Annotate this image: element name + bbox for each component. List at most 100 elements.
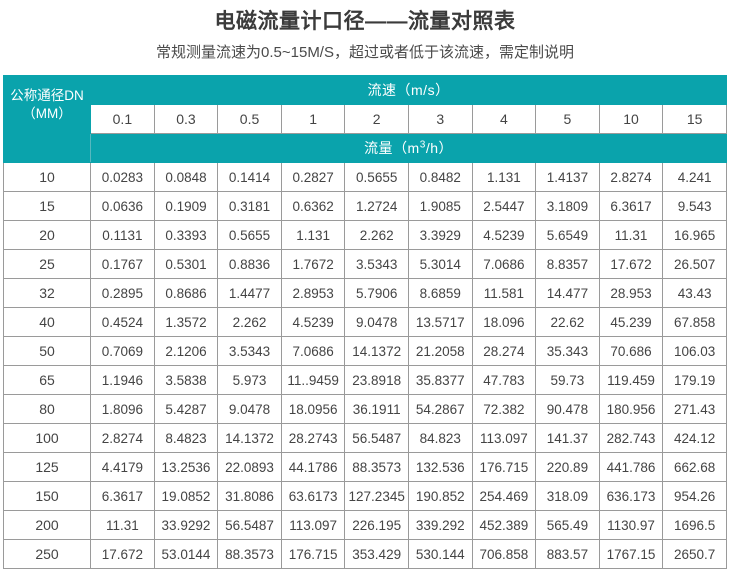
cell-flow: 0.3181 bbox=[217, 191, 282, 221]
header-velocity-label: 流速 bbox=[367, 82, 397, 98]
cell-flow: 0.5655 bbox=[344, 162, 409, 192]
table-row: 250 17.672 53.0144 88.3573 176.715 353.429 530… bbox=[2, 539, 727, 569]
cell-flow: 1767.15 bbox=[598, 539, 664, 569]
header-velocity-5: 3 bbox=[407, 104, 473, 134]
cell-flow: 56.5487 bbox=[344, 423, 409, 453]
cell-flow: 0.8482 bbox=[407, 162, 473, 192]
header-velocity-9: 15 bbox=[662, 104, 727, 134]
cell-flow: 954.26 bbox=[662, 481, 727, 511]
cell-flow: 113.097 bbox=[471, 423, 537, 453]
header-velocity-4: 2 bbox=[344, 104, 409, 134]
header-dn-line1: 公称通径DN bbox=[10, 87, 84, 103]
cell-flow: 1.7672 bbox=[280, 249, 346, 279]
cell-flow: 88.3573 bbox=[344, 452, 409, 482]
cell-flow: 176.715 bbox=[471, 452, 537, 482]
cell-flow: 7.0686 bbox=[471, 249, 537, 279]
header-velocity-2: 0.5 bbox=[217, 104, 282, 134]
cell-flow: 28.2743 bbox=[280, 423, 346, 453]
cell-flow: 2.262 bbox=[217, 307, 282, 337]
cell-flow: 90.478 bbox=[535, 394, 600, 424]
cell-flow: 662.68 bbox=[662, 452, 727, 482]
header-flow-unit-prefix: （m bbox=[393, 140, 420, 156]
cell-flow: 0.8836 bbox=[217, 249, 282, 279]
header-cell-spacer bbox=[2, 133, 92, 163]
cell-flow: 0.5301 bbox=[153, 249, 219, 279]
cell-flow: 17.672 bbox=[598, 249, 664, 279]
title-block: 电磁流量计口径——流量对照表 常规测量流速为0.5~15M/S，超过或者低于该流… bbox=[0, 0, 730, 66]
cell-flow: 84.823 bbox=[407, 423, 473, 453]
table-head: 公称通径DN （MM） 流速（m/s） 0.1 0.3 0.5 1 2 3 4 … bbox=[2, 75, 727, 163]
cell-flow: 14.1372 bbox=[344, 336, 409, 366]
page-subtitle: 常规测量流速为0.5~15M/S，超过或者低于该流速，需定制说明 bbox=[156, 44, 574, 61]
table-row: 25 0.1767 0.5301 0.8836 1.7672 3.5343 5.3014 7.… bbox=[2, 249, 727, 279]
header-flow-label: 流量 bbox=[364, 140, 394, 156]
cell-flow: 2.8953 bbox=[280, 278, 346, 308]
cell-flow: 1.131 bbox=[280, 220, 346, 250]
cell-flow: 33.9292 bbox=[153, 510, 219, 540]
cell-flow: 1.3572 bbox=[153, 307, 219, 337]
table-row: 150 6.3617 19.0852 31.8086 63.6173 127.2345 19… bbox=[2, 481, 727, 511]
cell-flow: 0.1767 bbox=[90, 249, 155, 279]
cell-flow: 180.956 bbox=[598, 394, 664, 424]
cell-flow: 636.173 bbox=[598, 481, 664, 511]
table-row: 200 11.31 33.9292 56.5487 113.097 226.195 339.… bbox=[2, 510, 727, 540]
cell-flow: 2.8274 bbox=[598, 162, 664, 192]
cell-flow: 254.469 bbox=[471, 481, 537, 511]
cell-flow: 22.0893 bbox=[217, 452, 282, 482]
cell-flow: 16.965 bbox=[662, 220, 727, 250]
cell-flow: 44.1786 bbox=[280, 452, 346, 482]
cell-flow: 1130.97 bbox=[598, 510, 664, 540]
table-body: 10 0.0283 0.0848 0.1414 0.2827 0.5655 0.8482 1.… bbox=[2, 162, 727, 569]
cell-dn: 250 bbox=[2, 539, 92, 569]
cell-flow: 26.507 bbox=[662, 249, 727, 279]
header-velocity-6: 4 bbox=[471, 104, 537, 134]
table-row: 65 1.1946 3.5838 5.973 11..9459 23.8918 35.837… bbox=[2, 365, 727, 395]
header-velocity-8: 10 bbox=[598, 104, 664, 134]
header-cell-velocity: 流速（m/s） bbox=[90, 75, 727, 105]
cell-flow: 565.49 bbox=[535, 510, 600, 540]
cell-flow: 0.1131 bbox=[90, 220, 155, 250]
table-row: 40 0.4524 1.3572 2.262 4.5239 9.0478 13.5717 18… bbox=[2, 307, 727, 337]
cell-flow: 36.1911 bbox=[344, 394, 409, 424]
cell-flow: 282.743 bbox=[598, 423, 664, 453]
page-title: 电磁流量计口径——流量对照表 bbox=[214, 10, 516, 33]
cell-flow: 9.543 bbox=[662, 191, 727, 221]
cell-flow: 1.4137 bbox=[535, 162, 600, 192]
cell-flow: 1.9085 bbox=[407, 191, 473, 221]
cell-flow: 530.144 bbox=[407, 539, 473, 569]
header-velocity-0: 0.1 bbox=[90, 104, 155, 134]
cell-flow: 0.2895 bbox=[90, 278, 155, 308]
header-cell-flow: 流量（m3/h） bbox=[90, 133, 727, 163]
cell-flow: 59.73 bbox=[535, 365, 600, 395]
cell-flow: 3.5838 bbox=[153, 365, 219, 395]
cell-flow: 11.31 bbox=[90, 510, 155, 540]
cell-flow: 190.852 bbox=[407, 481, 473, 511]
cell-dn: 125 bbox=[2, 452, 92, 482]
cell-flow: 0.6362 bbox=[280, 191, 346, 221]
cell-flow: 2.8274 bbox=[90, 423, 155, 453]
cell-flow: 2.5447 bbox=[471, 191, 537, 221]
cell-flow: 226.195 bbox=[344, 510, 409, 540]
cell-flow: 4.4179 bbox=[90, 452, 155, 482]
cell-flow: 18.096 bbox=[471, 307, 537, 337]
cell-flow: 220.89 bbox=[535, 452, 600, 482]
cell-flow: 5.3014 bbox=[407, 249, 473, 279]
cell-flow: 35.8377 bbox=[407, 365, 473, 395]
header-velocity-7: 5 bbox=[535, 104, 600, 134]
cell-flow: 72.382 bbox=[471, 394, 537, 424]
cell-flow: 176.715 bbox=[280, 539, 346, 569]
cell-flow: 4.241 bbox=[662, 162, 727, 192]
cell-flow: 13.2536 bbox=[153, 452, 219, 482]
cell-flow: 18.0956 bbox=[280, 394, 346, 424]
cell-dn: 20 bbox=[2, 220, 92, 250]
cell-flow: 2.1206 bbox=[153, 336, 219, 366]
cell-flow: 141.37 bbox=[535, 423, 600, 453]
cell-flow: 706.858 bbox=[471, 539, 537, 569]
cell-flow: 106.03 bbox=[662, 336, 727, 366]
flow-comparison-table: 公称通径DN （MM） 流速（m/s） 0.1 0.3 0.5 1 2 3 4 … bbox=[2, 75, 727, 569]
cell-flow: 318.09 bbox=[535, 481, 600, 511]
cell-flow: 7.0686 bbox=[280, 336, 346, 366]
cell-flow: 8.8357 bbox=[535, 249, 600, 279]
cell-flow: 14.1372 bbox=[217, 423, 282, 453]
